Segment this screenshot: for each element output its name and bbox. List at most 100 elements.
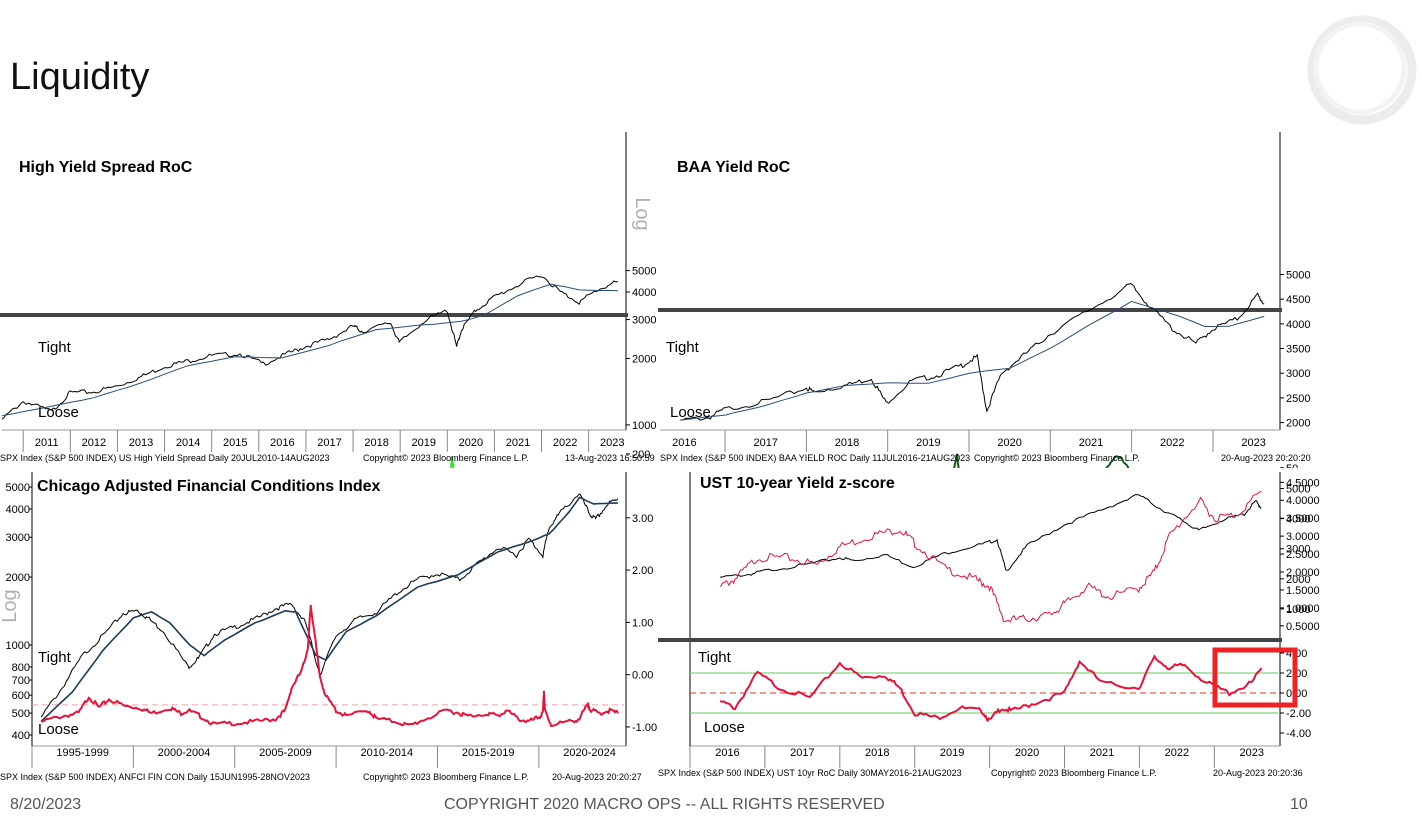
y-tick-label: 4000 — [1286, 319, 1310, 331]
lower-series-segment — [451, 461, 455, 467]
footer-timestamp: 20-Aug-2023 20:20:27 — [552, 772, 642, 782]
footer-source: SPX Index (S&P 500 INDEX) ANFCI FIN CON … — [0, 772, 310, 782]
x-tick-label: 2019 — [411, 437, 435, 449]
footer-page-number: 10 — [1290, 796, 1308, 813]
chart-title: Chicago Adjusted Financial Conditions In… — [37, 478, 381, 495]
lower-series-segment — [1112, 455, 1117, 461]
lower-series-segment — [956, 454, 959, 463]
y-tick-label: 3000 — [632, 315, 656, 327]
y-tick-label: 4500 — [1286, 294, 1310, 306]
chart-baa-yield: 2000250030003500400045005000500-50201620… — [658, 130, 1422, 468]
x-tick-label: 2000-2004 — [158, 747, 211, 759]
chart-title: High Yield Spread RoC — [19, 159, 193, 176]
y-tick-label: 1000 — [1286, 604, 1310, 616]
y2-tick-label: 3.0000 — [1286, 531, 1320, 543]
x-tick-label: 2019 — [916, 437, 940, 449]
tight-label: Tight — [666, 339, 700, 356]
loose-label: Loose — [38, 404, 79, 421]
lower-series-segment — [451, 456, 454, 462]
x-tick-label: 2022 — [1160, 437, 1184, 449]
x-tick-label: 2021 — [1079, 437, 1103, 449]
upper-series-0-line — [719, 494, 1262, 578]
y-tick-label: 4000 — [1286, 514, 1310, 526]
lower-series-segment — [957, 465, 960, 468]
slide-title: Liquidity — [10, 56, 150, 98]
x-tick-label: 2018 — [865, 747, 889, 759]
pane-separator — [658, 308, 1282, 312]
footer-source: SPX Index (S&P 500 INDEX) BAA YIELD ROC … — [660, 453, 970, 463]
lower-series-segment — [1122, 461, 1127, 465]
y-tick-label: 800 — [12, 662, 30, 674]
lower-series-segment — [955, 453, 959, 456]
x-tick-label: 2018 — [835, 437, 859, 449]
loose-label: Loose — [38, 721, 79, 738]
loose-label: Loose — [670, 404, 711, 421]
x-tick-label: 2015-2019 — [462, 747, 515, 759]
y-tick-label: 3000 — [6, 532, 30, 544]
x-tick-label: 2019 — [940, 747, 964, 759]
y-tick-label: 2000 — [6, 572, 30, 584]
x-tick-label: 2014 — [176, 437, 200, 449]
y-tick-label: 600 — [12, 690, 30, 702]
x-tick-label: 2015 — [223, 437, 247, 449]
footer-timestamp: 20-Aug-2023 20:20:20 — [1221, 453, 1311, 463]
x-tick-label: 2016 — [270, 437, 294, 449]
y-tick-label: 3000 — [1286, 544, 1310, 556]
highlight-box — [1212, 647, 1298, 708]
x-tick-label: 1995-1999 — [56, 747, 109, 759]
y-tick-label: 5000 — [632, 266, 656, 278]
footer-copyright: Copyright© 2023 Bloomberg Finance L.P. — [974, 453, 1140, 463]
y-tick-label: 5000 — [1286, 484, 1310, 496]
x-tick-label: 2022 — [553, 437, 577, 449]
x-tick-label: 2020 — [997, 437, 1021, 449]
log-axis-label: Log — [631, 197, 653, 230]
y2-tick-label: 0.5000 — [1286, 621, 1320, 633]
y-tick-label: 4000 — [6, 504, 30, 516]
y2-tick-label: 2.0000 — [1286, 567, 1320, 579]
lower-series-segment — [1120, 457, 1125, 463]
y2-tick-label: 3.00 — [632, 513, 653, 525]
y2-tick-label: 2.5000 — [1286, 549, 1320, 561]
loose-label: Loose — [704, 719, 745, 736]
y2-tick-label: 2.00 — [632, 565, 653, 577]
lower-series-segment — [1124, 463, 1129, 467]
x-tick-label: 2021 — [1090, 747, 1114, 759]
x-tick-label: 2005-2009 — [259, 747, 312, 759]
y-tick-label: 5000 — [6, 482, 30, 494]
footer-copyright: Copyright© 2023 Bloomberg Finance L.P. — [363, 772, 529, 782]
x-tick-label: 2020-2024 — [563, 747, 616, 759]
y2-tick-label: 1.0000 — [1286, 603, 1320, 615]
x-tick-label: 2022 — [1165, 747, 1189, 759]
footer-timestamp: 20-Aug-2023 20:20:36 — [1213, 768, 1303, 778]
lower-series-segment — [450, 462, 453, 468]
upper-series-0-line — [1, 275, 619, 420]
x-tick-label: 2017 — [753, 437, 777, 449]
lower-series-segment — [452, 465, 455, 468]
upper-series-0-line — [40, 493, 619, 718]
footer-copyright: COPYRIGHT 2020 MACRO OPS -- ALL RIGHTS R… — [444, 796, 885, 813]
x-tick-label: 2023 — [1241, 437, 1265, 449]
footer-copyright: Copyright© 2023 Bloomberg Finance L.P. — [991, 768, 1157, 778]
y-tick-label: 5000 — [1286, 269, 1310, 281]
y-tick-label: 2000 — [632, 353, 656, 365]
y-tick-label: 1000 — [6, 640, 30, 652]
y2-tick-label: 1.5000 — [1286, 585, 1320, 597]
tight-label: Tight — [38, 339, 72, 356]
lower-series-segment — [1108, 460, 1113, 466]
x-tick-label: 2023 — [1240, 747, 1264, 759]
y-tick-label: 1000 — [632, 420, 656, 432]
y2-tick-label: 1.00 — [632, 617, 653, 629]
x-tick-label: 2011 — [35, 437, 59, 449]
x-tick-label: 2021 — [506, 437, 530, 449]
upper-series-1-line — [40, 496, 618, 722]
footer-source: SPX Index (S&P 500 INDEX) UST 10yr RoC D… — [658, 768, 962, 778]
x-tick-label: 2016 — [672, 437, 696, 449]
upper-series-0-line — [680, 283, 1265, 421]
logo-ring-icon — [1307, 15, 1417, 125]
upper-series-1-line — [719, 490, 1262, 623]
x-tick-label: 2023 — [600, 437, 624, 449]
pane-separator — [0, 313, 628, 317]
x-tick-label: 2012 — [82, 437, 106, 449]
lower-series-segment — [1110, 459, 1114, 463]
